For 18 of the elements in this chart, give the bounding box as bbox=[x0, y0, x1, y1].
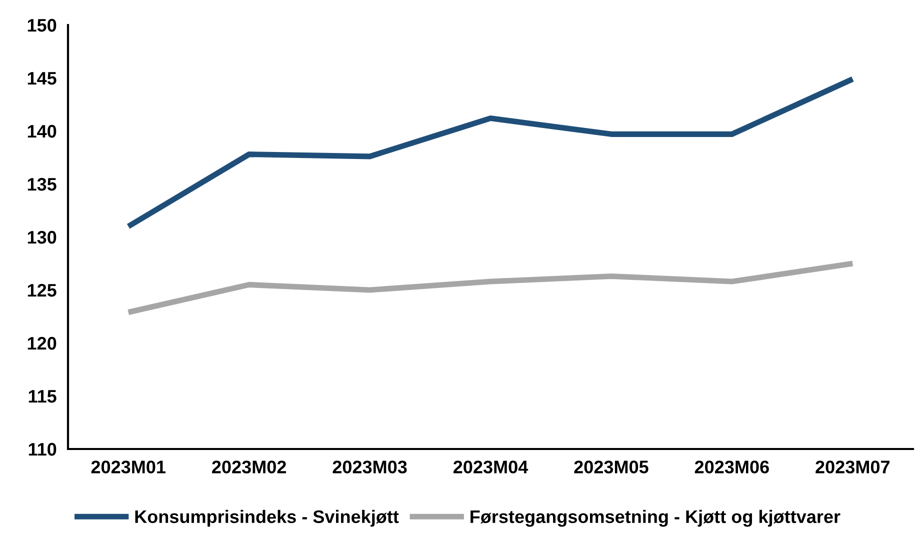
x-tick-label: 2023M04 bbox=[453, 460, 528, 474]
y-tick-label: 140 bbox=[28, 124, 56, 138]
y-tick-label: 145 bbox=[28, 72, 56, 85]
x-tick-label: 2023M01 bbox=[91, 460, 166, 474]
y-tick-label: 130 bbox=[28, 230, 56, 244]
y-tick-label: 150 bbox=[28, 18, 56, 32]
x-tick-label: 2023M02 bbox=[212, 460, 286, 474]
y-tick-label: 115 bbox=[28, 390, 56, 403]
x-tick-label: 2023M05 bbox=[574, 460, 648, 474]
x-tick-label: 2023M07 bbox=[816, 460, 890, 474]
x-tick-label: 2023M03 bbox=[332, 460, 407, 474]
legend-label: Konsumprisindeks - Svinekjøtt bbox=[135, 510, 399, 527]
legend-label: Førstegangsomsetning - Kjøtt og kjøttvarer bbox=[470, 510, 840, 527]
y-tick-label: 120 bbox=[28, 336, 56, 350]
x-tick-label: 2023M06 bbox=[694, 460, 769, 474]
y-tick-label: 110 bbox=[28, 442, 56, 456]
y-tick-label: 125 bbox=[28, 284, 56, 297]
y-tick-label: 135 bbox=[28, 178, 56, 191]
